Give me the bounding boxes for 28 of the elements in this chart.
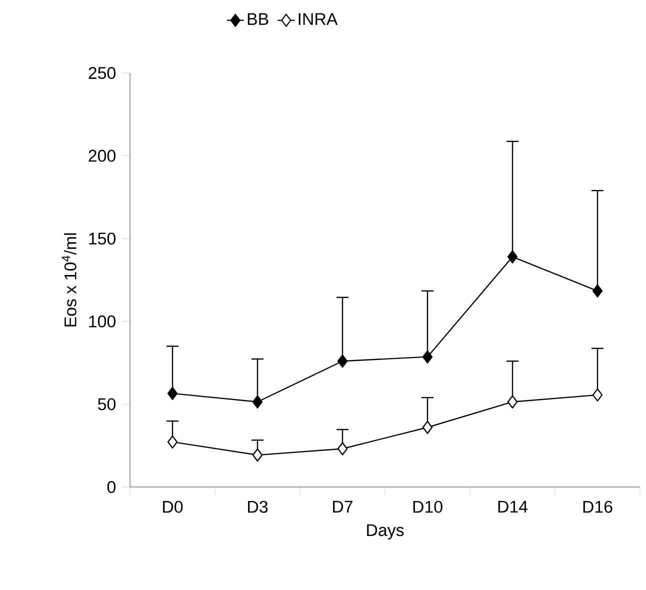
x-tick-label: D16 [583,500,612,513]
point [422,420,433,434]
point [252,448,263,462]
point [507,395,518,408]
y-tick-label: 150 [89,232,116,245]
point [337,354,348,368]
x-axis-title: Days [367,524,404,540]
point [167,386,178,400]
point [252,395,263,408]
legend-label: INRA [298,13,338,25]
point [592,388,603,402]
legend-label: BB [248,13,268,25]
y-tick-label: 250 [88,67,116,79]
x-tick-label: D10 [413,500,442,513]
y-axis-title: Eos x 10$^{4}$/ml [62,233,76,326]
point [507,250,518,264]
x-tick-label: D14 [498,500,528,512]
point [337,442,348,456]
point [592,284,603,298]
x-tick-label: D3 [248,500,268,513]
y-tick-label: 0 [107,481,116,493]
point [167,435,178,449]
x-tick-label: D7 [333,500,352,512]
point [422,350,433,364]
y-tick-label: 100 [89,315,116,328]
y-tick-label: 200 [88,150,116,162]
x-tick-label: D0 [163,500,183,513]
y-tick-label: 50 [98,398,116,410]
